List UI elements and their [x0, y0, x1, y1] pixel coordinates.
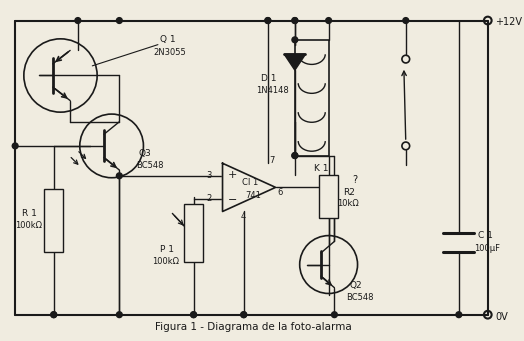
Text: Figura 1 - Diagrama de la foto-alarma: Figura 1 - Diagrama de la foto-alarma — [155, 322, 352, 332]
Circle shape — [241, 312, 247, 317]
Bar — [295, 40, 329, 155]
Text: Q3: Q3 — [139, 149, 151, 158]
Circle shape — [265, 18, 271, 24]
Circle shape — [12, 143, 18, 149]
Text: 100μF: 100μF — [474, 243, 500, 253]
Text: 741: 741 — [246, 191, 261, 199]
Circle shape — [456, 312, 462, 317]
Text: Q2: Q2 — [350, 281, 363, 290]
Text: 10kΩ: 10kΩ — [337, 199, 359, 208]
Circle shape — [191, 312, 196, 317]
Circle shape — [292, 153, 298, 159]
Circle shape — [241, 312, 247, 317]
Text: 100kΩ: 100kΩ — [152, 257, 179, 266]
Text: 100kΩ: 100kΩ — [15, 221, 42, 231]
Text: BC548: BC548 — [346, 293, 374, 302]
Bar — [44, 189, 63, 252]
Text: 4: 4 — [241, 212, 246, 221]
Text: +12V: +12V — [496, 17, 522, 28]
Text: 2: 2 — [206, 194, 212, 204]
Circle shape — [116, 173, 122, 179]
Bar — [184, 204, 203, 262]
Text: 0V: 0V — [496, 312, 508, 322]
Polygon shape — [223, 163, 276, 211]
Text: Q 1: Q 1 — [160, 35, 176, 44]
Circle shape — [326, 18, 332, 24]
Text: C 1: C 1 — [478, 231, 493, 240]
Text: K 1: K 1 — [314, 164, 329, 173]
Circle shape — [265, 18, 271, 24]
Text: 7: 7 — [269, 156, 275, 165]
Polygon shape — [284, 54, 305, 70]
Text: 6: 6 — [278, 188, 283, 197]
Circle shape — [332, 312, 337, 317]
Circle shape — [403, 18, 409, 24]
Circle shape — [292, 153, 298, 159]
Bar — [319, 175, 339, 218]
Circle shape — [292, 18, 298, 24]
Text: BC548: BC548 — [136, 161, 163, 170]
Circle shape — [75, 18, 81, 24]
Text: 2N3055: 2N3055 — [153, 48, 186, 57]
Text: P 1: P 1 — [160, 244, 174, 254]
Text: 3: 3 — [206, 171, 212, 180]
Circle shape — [191, 312, 196, 317]
Circle shape — [116, 18, 122, 24]
Text: 1N4148: 1N4148 — [256, 86, 289, 95]
Circle shape — [51, 312, 57, 317]
Circle shape — [116, 312, 122, 317]
Circle shape — [292, 37, 298, 43]
Text: −: − — [227, 195, 237, 205]
Text: R 1: R 1 — [22, 209, 37, 218]
Text: CI 1: CI 1 — [242, 178, 258, 187]
Text: D 1: D 1 — [261, 74, 277, 83]
Circle shape — [292, 18, 298, 24]
Text: +: + — [227, 170, 237, 180]
Circle shape — [51, 312, 57, 317]
Text: ?: ? — [353, 175, 358, 185]
Text: R2: R2 — [343, 188, 355, 197]
